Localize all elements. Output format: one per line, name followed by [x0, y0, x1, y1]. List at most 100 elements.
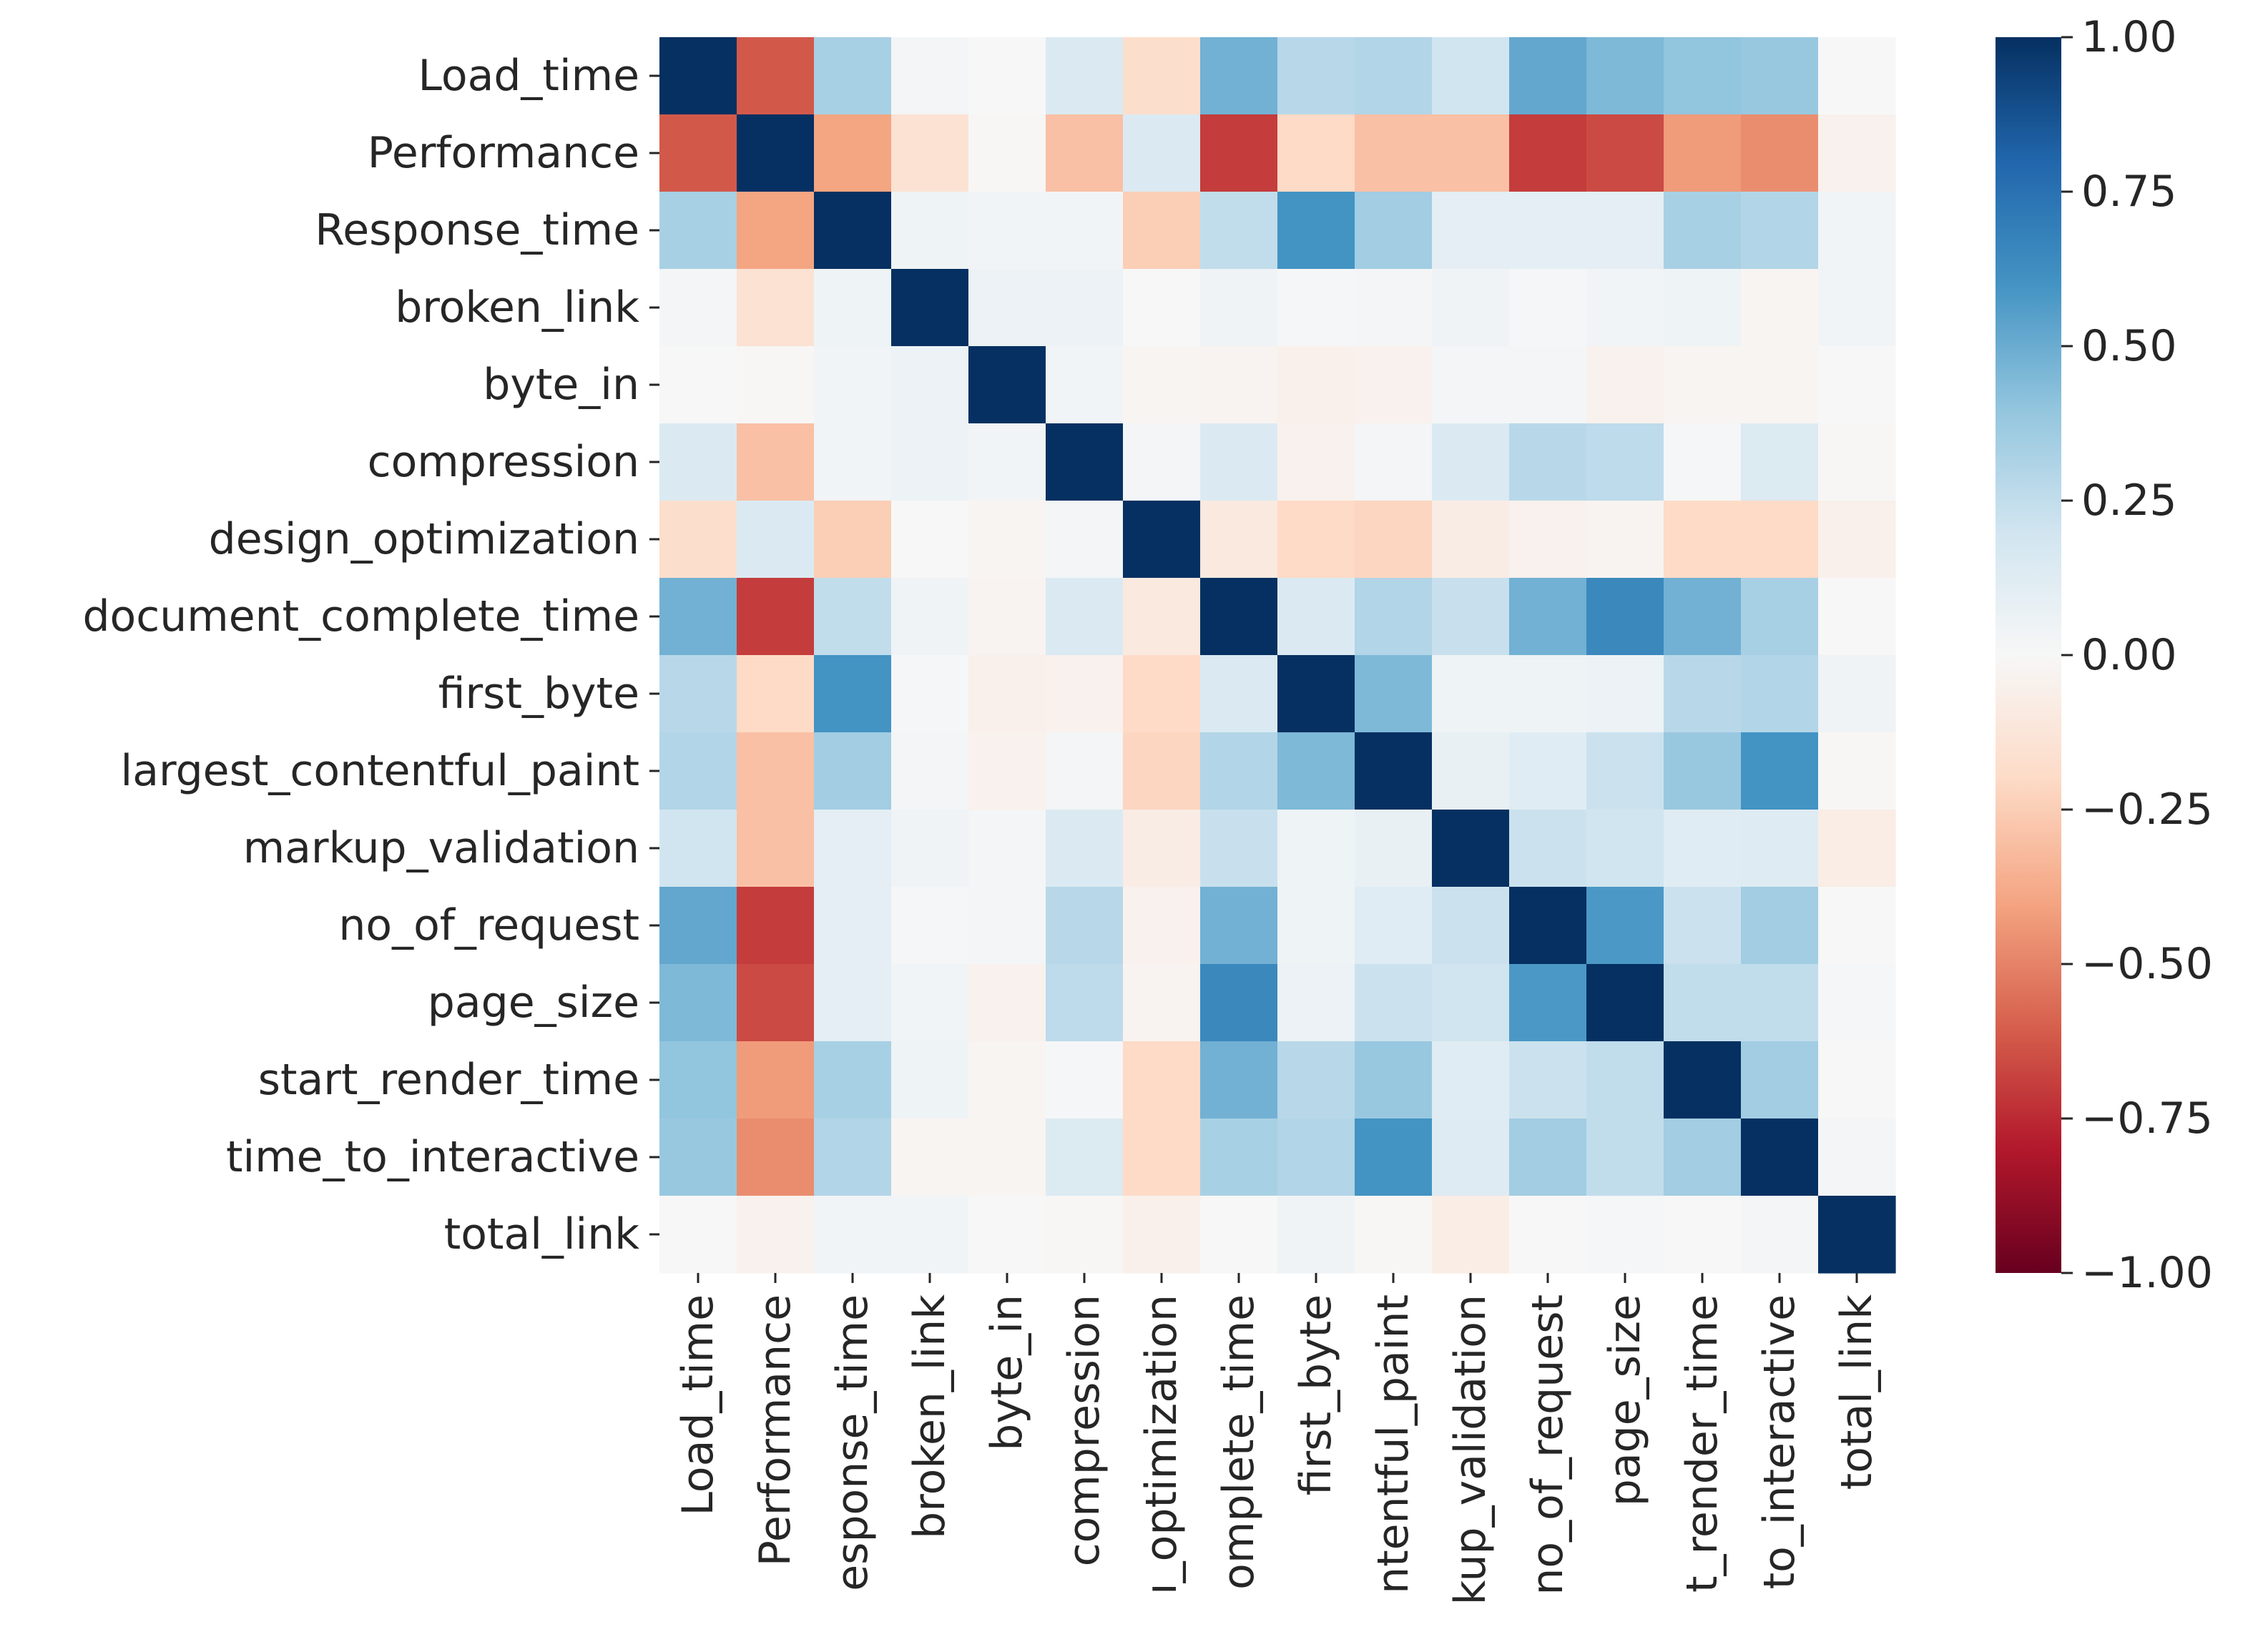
heatmap-cell [1123, 578, 1201, 656]
heatmap-cell [1509, 269, 1587, 347]
heatmap-cell [891, 269, 969, 347]
x-tick-label: Performance [750, 1294, 800, 1566]
heatmap-cell [1586, 269, 1664, 347]
heatmap-cell [1586, 578, 1664, 656]
heatmap-cell [1200, 1041, 1278, 1119]
heatmap-cell [659, 1041, 737, 1119]
heatmap-cell [891, 501, 969, 579]
heatmap-cell [1046, 732, 1124, 810]
heatmap-cell [737, 1041, 815, 1119]
heatmap-cell [737, 578, 815, 656]
heatmap-cell [1664, 501, 1742, 579]
x-tick-label: esponse_time [828, 1294, 878, 1591]
heatmap-cell [659, 810, 737, 888]
heatmap-cell [1432, 346, 1510, 424]
heatmap-cell [659, 269, 737, 347]
heatmap-cell [968, 1041, 1046, 1119]
heatmap-cell [1355, 655, 1433, 733]
heatmap-cell [1818, 114, 1896, 192]
heatmap-cell [659, 578, 737, 656]
heatmap-cell [891, 810, 969, 888]
heatmap-cell [1586, 810, 1664, 888]
heatmap-cell [1355, 37, 1433, 115]
heatmap-cell [737, 887, 815, 965]
heatmap-cell [1200, 423, 1278, 501]
heatmap-cell [814, 423, 892, 501]
heatmap-cell [1123, 887, 1201, 965]
heatmap-cell [1664, 423, 1742, 501]
heatmap-cell [737, 964, 815, 1042]
heatmap-cell [659, 501, 737, 579]
heatmap-cell [1200, 1118, 1278, 1196]
heatmap-cell [814, 501, 892, 579]
heatmap-cell [1586, 501, 1664, 579]
heatmap-cell [1664, 1118, 1742, 1196]
heatmap-cell [891, 114, 969, 192]
y-tick-label: no_of_request [338, 900, 639, 950]
heatmap-cell [968, 423, 1046, 501]
heatmap-cell [1123, 423, 1201, 501]
heatmap-cell [1586, 1041, 1664, 1119]
heatmap-cell [737, 269, 815, 347]
heatmap-cell [1664, 732, 1742, 810]
heatmap-cell [1741, 732, 1819, 810]
heatmap-cell [1432, 37, 1510, 115]
heatmap-cell [891, 732, 969, 810]
heatmap-cell [1200, 964, 1278, 1042]
y-tick-label: design_optimization [209, 514, 639, 564]
y-tick-label: Response_time [315, 205, 639, 255]
y-tick-label: first_byte [438, 669, 639, 719]
heatmap-cell [1123, 192, 1201, 270]
heatmap-cell [737, 37, 815, 115]
heatmap-cell [1355, 578, 1433, 656]
heatmap-cell [1741, 1041, 1819, 1119]
colorbar-tick-label: 0.75 [2081, 167, 2177, 217]
heatmap-cell [1586, 192, 1664, 270]
heatmap-cell [1509, 732, 1587, 810]
heatmap-cell [737, 655, 815, 733]
colorbar-tick-label: 0.50 [2081, 321, 2177, 371]
heatmap-cell [1818, 423, 1896, 501]
heatmap-cell [1355, 1041, 1433, 1119]
heatmap-cell [1586, 423, 1664, 501]
heatmap-cell [814, 192, 892, 270]
heatmap-cell [814, 269, 892, 347]
heatmap-cell [1277, 887, 1355, 965]
heatmap-cell [1046, 1041, 1124, 1119]
heatmap-cell [1355, 501, 1433, 579]
heatmap-cell [891, 423, 969, 501]
heatmap-cell [1432, 655, 1510, 733]
heatmap-cell [1664, 1041, 1742, 1119]
x-tick-label: ntentful_paint [1368, 1294, 1418, 1594]
x-tick-label: kup_validation [1445, 1294, 1496, 1605]
heatmap-cell [1355, 732, 1433, 810]
heatmap-cell [1277, 810, 1355, 888]
heatmap-cell [968, 114, 1046, 192]
heatmap-cell [968, 810, 1046, 888]
heatmap-cell [814, 37, 892, 115]
heatmap-cell [1355, 887, 1433, 965]
y-tick-label: time_to_interactive [226, 1132, 639, 1182]
heatmap-cell [1200, 887, 1278, 965]
x-tick-label: to_interactive [1754, 1294, 1805, 1589]
heatmap-cell [1355, 192, 1433, 270]
heatmap-cell [1432, 501, 1510, 579]
heatmap-cell [1277, 501, 1355, 579]
colorbar-tick-label: 0.00 [2081, 630, 2177, 680]
heatmap-cell [1277, 655, 1355, 733]
colorbar-tick-label: 0.25 [2081, 476, 2177, 526]
heatmap-cell [1432, 810, 1510, 888]
heatmap-cell [1123, 346, 1201, 424]
heatmap-cell [1123, 1118, 1201, 1196]
colorbar-tick-label: −0.25 [2081, 785, 2213, 835]
heatmap-cell [891, 346, 969, 424]
heatmap-cell [1355, 1118, 1433, 1196]
heatmap-cell [1741, 1118, 1819, 1196]
heatmap-cell [1046, 655, 1124, 733]
x-tick-label: total_link [1832, 1294, 1882, 1490]
heatmap-cell [891, 887, 969, 965]
heatmap-cell [1200, 578, 1278, 656]
heatmap-cell [1046, 37, 1124, 115]
heatmap-cell [659, 655, 737, 733]
heatmap-cell [1432, 1196, 1510, 1274]
